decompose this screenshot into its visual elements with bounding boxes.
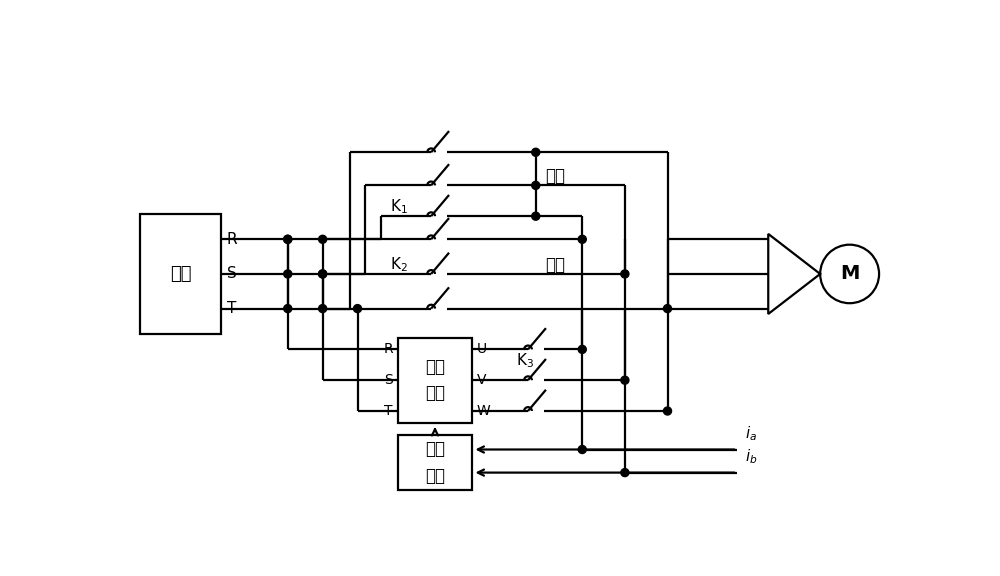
Circle shape bbox=[319, 235, 327, 243]
Text: K$_1$: K$_1$ bbox=[390, 198, 408, 217]
Circle shape bbox=[319, 270, 327, 278]
Circle shape bbox=[578, 235, 586, 243]
Text: R: R bbox=[227, 232, 238, 247]
Text: 下行: 下行 bbox=[545, 167, 565, 185]
Text: $i_b$: $i_b$ bbox=[745, 448, 757, 467]
Text: M: M bbox=[840, 264, 859, 283]
Text: $i_a$: $i_a$ bbox=[745, 425, 757, 444]
Circle shape bbox=[663, 407, 672, 415]
Circle shape bbox=[284, 305, 292, 313]
Circle shape bbox=[621, 469, 629, 476]
Circle shape bbox=[578, 445, 586, 453]
Text: S: S bbox=[227, 267, 237, 282]
Bar bbox=[140, 214, 221, 334]
Text: W: W bbox=[476, 404, 490, 418]
Circle shape bbox=[621, 270, 629, 278]
Circle shape bbox=[532, 148, 540, 156]
Circle shape bbox=[621, 376, 629, 384]
Text: 电网: 电网 bbox=[170, 265, 192, 283]
Circle shape bbox=[578, 346, 586, 354]
Circle shape bbox=[319, 305, 327, 313]
Text: R: R bbox=[383, 342, 393, 357]
Text: 逆变
单元: 逆变 单元 bbox=[425, 358, 445, 403]
Bar bbox=[398, 435, 472, 490]
Circle shape bbox=[663, 305, 672, 313]
Bar bbox=[398, 338, 472, 423]
Circle shape bbox=[353, 305, 362, 313]
Circle shape bbox=[319, 270, 327, 278]
Text: K$_2$: K$_2$ bbox=[390, 255, 408, 274]
Circle shape bbox=[532, 212, 540, 220]
Text: 上行: 上行 bbox=[545, 256, 565, 274]
Text: V: V bbox=[476, 373, 486, 387]
Text: 控制
单元: 控制 单元 bbox=[425, 441, 445, 485]
Text: T: T bbox=[384, 404, 393, 418]
Circle shape bbox=[284, 235, 292, 243]
Circle shape bbox=[532, 181, 540, 190]
Circle shape bbox=[284, 270, 292, 278]
Text: T: T bbox=[227, 301, 236, 316]
Circle shape bbox=[284, 235, 292, 243]
Text: U: U bbox=[476, 342, 487, 357]
Text: K$_3$: K$_3$ bbox=[516, 351, 534, 370]
Text: S: S bbox=[384, 373, 393, 387]
